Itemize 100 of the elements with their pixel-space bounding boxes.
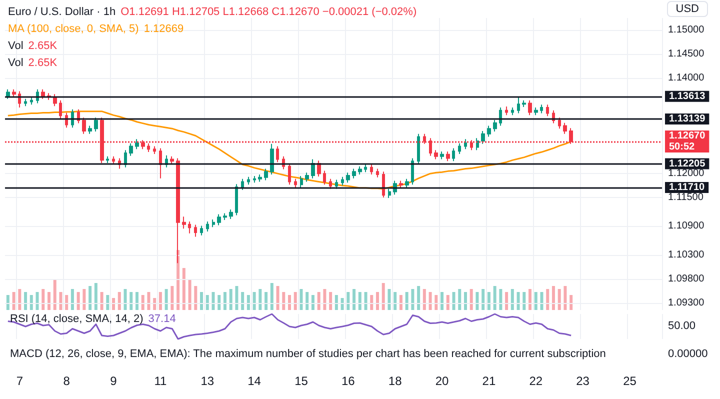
bar	[534, 292, 538, 310]
bar	[252, 292, 256, 310]
bar	[47, 292, 50, 310]
bar	[317, 292, 320, 310]
bar	[516, 292, 520, 310]
candlestick	[364, 164, 367, 173]
candlestick	[212, 219, 215, 228]
bar	[118, 292, 121, 310]
candlestick	[499, 107, 502, 126]
bar	[358, 292, 362, 310]
bar	[206, 295, 209, 310]
ref-line-label: 1.12670	[669, 130, 706, 142]
annotation: Vol 2.65K	[8, 40, 58, 52]
candlestick	[135, 138, 139, 150]
candlestick	[24, 98, 27, 107]
candlestick	[305, 172, 309, 182]
bar	[399, 295, 402, 310]
bar	[200, 292, 204, 310]
candlestick	[59, 100, 62, 120]
bar	[276, 286, 280, 310]
candlestick	[411, 158, 414, 186]
bar	[411, 289, 414, 310]
bar	[82, 289, 86, 310]
candlestick	[276, 146, 279, 163]
candlestick	[511, 107, 514, 116]
y-tick-label: 1.09800	[668, 273, 705, 284]
bar	[88, 286, 92, 310]
bar	[106, 295, 110, 310]
bar	[188, 280, 192, 310]
candlestick	[440, 151, 444, 160]
candlestick	[235, 184, 238, 216]
bar	[194, 286, 198, 310]
bar	[370, 295, 374, 310]
annotation: 1.12669	[144, 23, 184, 35]
candlestick	[352, 168, 356, 179]
bar	[65, 295, 68, 310]
bar	[288, 295, 292, 310]
bar	[135, 292, 138, 310]
x-tick-label: 13	[200, 374, 214, 388]
bar	[170, 286, 174, 310]
candlestick	[71, 108, 74, 128]
candlestick	[522, 100, 526, 108]
candlestick	[270, 143, 274, 176]
candlestick	[405, 178, 409, 188]
bar	[306, 292, 309, 310]
bar	[329, 292, 332, 310]
candlestick	[82, 117, 86, 134]
bar	[452, 292, 456, 310]
candlestick	[346, 172, 350, 184]
candlestick	[258, 174, 262, 182]
bar	[422, 289, 426, 310]
candlestick	[264, 168, 268, 181]
bar	[94, 283, 98, 310]
candlestick	[534, 107, 538, 116]
annotation: 37.14	[148, 313, 176, 325]
candlestick	[153, 146, 156, 154]
candlestick	[200, 225, 203, 236]
bar	[270, 283, 274, 310]
candlestick	[528, 100, 532, 116]
annotation: Vol 2.65K	[8, 57, 58, 69]
bar	[552, 286, 555, 310]
bar	[36, 292, 39, 310]
candlestick	[12, 88, 16, 98]
candlestick	[388, 188, 391, 198]
candlestick	[247, 176, 250, 186]
bar	[294, 292, 297, 310]
bar	[482, 289, 485, 310]
candlestick	[558, 117, 561, 130]
candlestick	[458, 142, 461, 154]
candlestick	[170, 156, 174, 164]
x-tick-label: 23	[576, 374, 590, 388]
candlestick	[147, 142, 150, 153]
y-tick-label: 1.09300	[668, 297, 705, 308]
candlestick	[399, 180, 403, 188]
bar	[100, 292, 104, 310]
bar	[141, 295, 144, 310]
candlestick	[464, 138, 467, 150]
bar	[334, 295, 338, 310]
bar	[493, 286, 496, 310]
x-tick-label: 15	[294, 374, 308, 388]
y-tick-label: 1.12000	[668, 168, 705, 180]
candlestick	[517, 96, 520, 114]
candlestick	[217, 214, 221, 226]
candlestick	[563, 122, 567, 134]
candlestick	[194, 224, 197, 238]
bar	[499, 289, 502, 310]
candlestick	[341, 176, 344, 186]
ref-line-label: 1.13613	[669, 90, 706, 102]
series-label: RSI (14, close, SMA, 14, 2)	[10, 313, 144, 325]
bar	[164, 289, 168, 310]
chart-title: Euro / U.S. Dollar · 1h	[8, 6, 116, 18]
bar	[282, 292, 286, 310]
x-tick-label: 7	[16, 374, 24, 388]
candlestick	[229, 208, 233, 220]
bar	[388, 289, 391, 310]
bar	[446, 295, 450, 310]
bar	[558, 289, 561, 310]
candlestick	[223, 212, 227, 221]
candlestick	[159, 148, 162, 179]
candlestick	[370, 164, 373, 176]
